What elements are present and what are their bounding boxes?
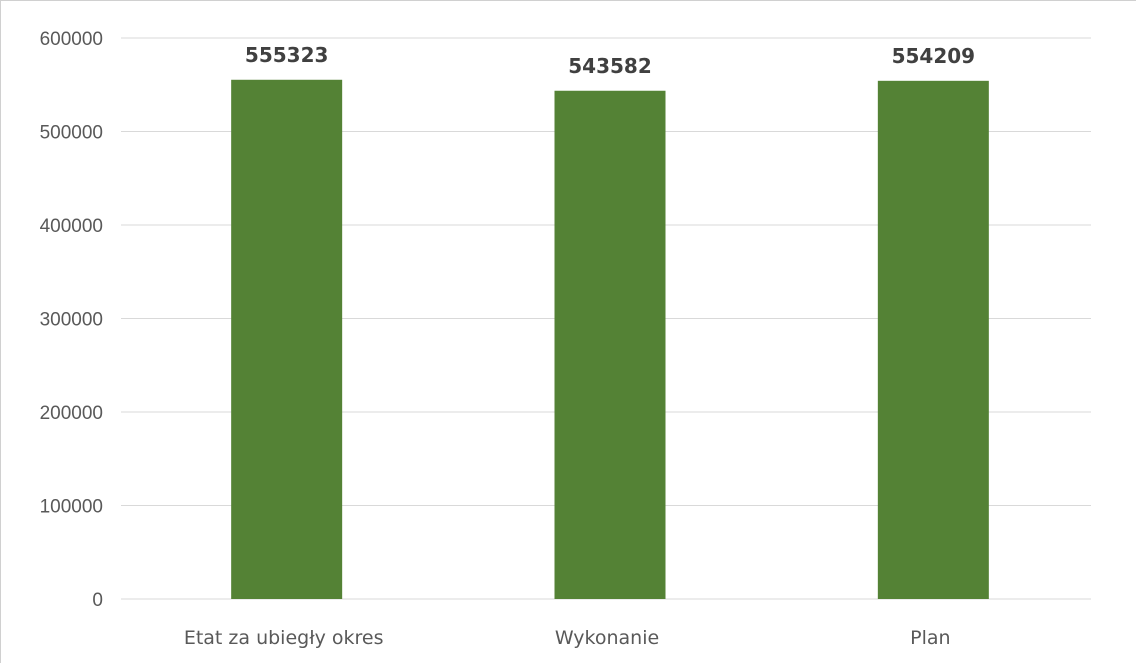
category-label: Etat za ubiegły okres: [184, 627, 384, 649]
data-label: 543582: [568, 54, 652, 78]
y-tick-label: 600000: [40, 29, 103, 50]
category-label: Plan: [910, 627, 950, 649]
bar: [877, 80, 989, 600]
y-tick-label: 300000: [40, 310, 103, 331]
bar: [231, 79, 343, 599]
y-axis-tick-labels: 0 100000 200000 300000 400000 500000 600000: [40, 29, 103, 611]
y-tick-label: 200000: [40, 403, 103, 424]
category-label: Wykonanie: [555, 627, 659, 649]
x-axis-category-labels: Etat za ubiegły okres Wykonanie Plan: [184, 627, 951, 649]
y-tick-label: 500000: [40, 123, 103, 144]
y-tick-label: 400000: [40, 216, 103, 237]
y-tick-label: 0: [92, 590, 103, 611]
bars: [231, 79, 989, 600]
data-label: 555323: [245, 43, 329, 67]
data-label: 554209: [892, 44, 976, 68]
y-tick-label: 100000: [40, 497, 103, 518]
data-labels: 555323 543582 554209: [245, 43, 975, 78]
bar: [554, 90, 666, 600]
